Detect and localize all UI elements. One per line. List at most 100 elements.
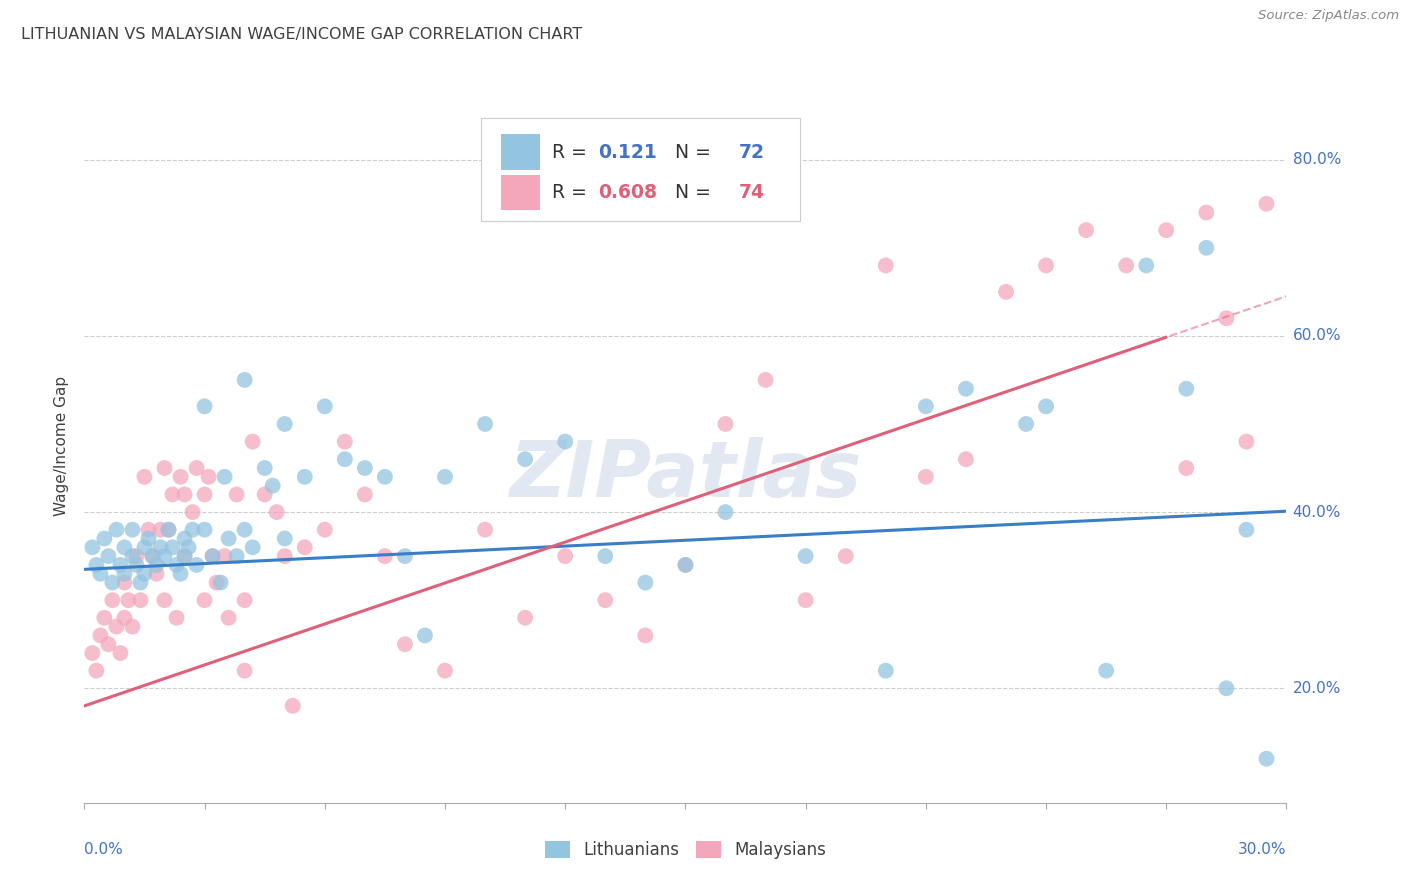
Point [129,575,152,590]
Point [394,637,416,651]
Point [105,523,128,537]
Point [554,549,576,563]
Point [675,558,697,572]
Bar [502,135,540,170]
Point [354,461,377,475]
Point [595,549,617,563]
Point [875,259,897,273]
Point [314,523,336,537]
Text: 80.0%: 80.0% [1292,153,1341,167]
Point [153,461,176,475]
Point [262,478,284,492]
Text: LITHUANIAN VS MALAYSIAN WAGE/INCOME GAP CORRELATION CHART: LITHUANIAN VS MALAYSIAN WAGE/INCOME GAP … [21,27,582,42]
Point [177,541,200,555]
Point [194,400,217,414]
Point [162,487,184,501]
Point [294,541,316,555]
Point [242,541,264,555]
Point [169,470,191,484]
Point [955,382,977,396]
Point [141,549,163,563]
Point [149,541,172,555]
Point [434,470,457,484]
Point [101,593,124,607]
Point [835,549,858,563]
Point [157,523,180,537]
Text: 30.0%: 30.0% [1239,842,1286,857]
Point [1234,434,1257,449]
Point [1256,752,1278,766]
Point [121,549,143,563]
Point [214,549,236,563]
Text: 0.121: 0.121 [598,143,657,161]
Point [97,549,120,563]
Point [274,549,297,563]
Point [1215,681,1237,696]
Point [242,434,264,449]
Point [634,628,657,642]
Point [153,549,176,563]
Point [1195,241,1218,255]
Point [125,558,148,572]
Point [755,373,778,387]
Point [110,558,132,572]
Point [1195,205,1218,219]
Y-axis label: Wage/Income Gap: Wage/Income Gap [53,376,69,516]
Point [114,541,135,555]
Point [149,523,172,537]
Point [274,417,297,431]
Point [186,461,208,475]
Point [225,549,247,563]
Point [89,566,111,581]
Point [121,523,143,537]
Point [145,558,167,572]
Point [157,523,180,537]
Point [134,541,156,555]
Point [145,566,167,581]
Point [714,417,737,431]
Point [714,505,737,519]
Point [186,558,208,572]
Point [374,549,396,563]
Point [554,434,576,449]
Point [233,593,256,607]
Point [162,541,184,555]
Point [294,470,316,484]
Point [166,611,188,625]
Point [121,619,143,633]
Point [194,523,217,537]
Point [205,575,228,590]
Point [197,470,219,484]
Point [129,593,152,607]
Point [93,611,115,625]
Point [675,558,697,572]
Text: 60.0%: 60.0% [1292,328,1341,343]
Point [474,523,496,537]
Point [181,505,204,519]
FancyBboxPatch shape [481,118,800,221]
Point [253,487,276,501]
Point [915,400,938,414]
Text: R =: R = [553,143,593,161]
Point [138,532,160,546]
Point [995,285,1018,299]
Point [1234,523,1257,537]
Point [201,549,224,563]
Point [253,461,276,475]
Point [181,523,204,537]
Point [915,470,938,484]
Point [413,628,436,642]
Point [794,549,817,563]
Point [105,619,128,633]
Point [97,637,120,651]
Point [86,664,108,678]
Point [225,487,247,501]
Point [214,470,236,484]
Point [173,532,195,546]
Bar [502,175,540,211]
Point [354,487,377,501]
Point [1256,196,1278,211]
Point [82,646,104,660]
Text: R =: R = [553,183,593,202]
Point [281,698,304,713]
